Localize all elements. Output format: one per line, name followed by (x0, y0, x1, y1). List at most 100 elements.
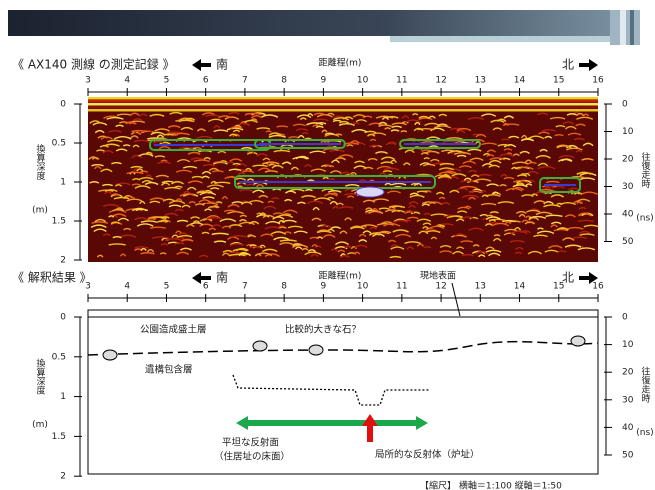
reflection (94, 129, 105, 134)
reflection (384, 182, 392, 186)
reflection (207, 184, 224, 188)
reflection (344, 193, 358, 196)
reflection (429, 158, 440, 162)
reflection (472, 244, 480, 247)
reflection (353, 251, 361, 255)
reflection (392, 229, 409, 233)
stone (308, 344, 324, 356)
reflection (171, 181, 184, 185)
reflection (524, 159, 533, 163)
reflection (108, 209, 127, 214)
x-tick-label: 16 (592, 76, 604, 86)
reflection (160, 219, 169, 223)
reflection (390, 246, 405, 250)
header-decoration (620, 10, 626, 45)
reflection (439, 244, 452, 248)
reflection (329, 178, 336, 181)
reflection (456, 210, 468, 214)
reflection (138, 177, 154, 180)
reflection (492, 238, 502, 242)
reflection (293, 230, 308, 234)
reflection (212, 224, 222, 228)
reflection (460, 240, 473, 243)
reflection (131, 207, 147, 212)
reflection (309, 236, 320, 240)
reflection (511, 166, 518, 170)
reflection (537, 227, 544, 230)
reflection (364, 130, 377, 134)
reflection (243, 119, 258, 123)
reflection (499, 157, 511, 161)
reflection (525, 183, 533, 187)
x-tick-label: 15 (553, 76, 564, 86)
reflection (151, 236, 170, 239)
reflection (557, 250, 567, 253)
reflection (452, 250, 464, 255)
reflection (503, 144, 517, 148)
reflection (556, 227, 569, 231)
fill-boundary (87, 340, 599, 356)
reflection (247, 199, 264, 204)
reflection (572, 236, 587, 240)
reflection (416, 218, 432, 222)
reflection (527, 135, 545, 140)
reflection (297, 134, 305, 139)
reflection (344, 217, 353, 221)
reflection (550, 221, 562, 225)
reflection (132, 178, 141, 181)
reflection (115, 182, 131, 186)
depth-tick-label: 1 (60, 178, 66, 188)
reflection (267, 200, 275, 204)
reflection (272, 216, 285, 220)
reflection (194, 203, 205, 206)
reflection (449, 189, 460, 194)
reflection (130, 165, 143, 169)
reflection (423, 157, 430, 160)
reflection (244, 112, 262, 116)
annotation: 局所的な反射体（炉址） (375, 449, 480, 461)
reflection (139, 170, 149, 173)
reflection (475, 133, 487, 138)
reflection (475, 250, 488, 255)
reflection (330, 226, 342, 230)
reflection (129, 112, 140, 116)
reflection (168, 204, 182, 208)
reflection (332, 119, 342, 123)
x-tick-label: 5 (164, 76, 170, 86)
x-tick-label: 14 (514, 282, 526, 292)
reflection (133, 139, 150, 143)
reflection (324, 132, 335, 136)
reflection (575, 123, 586, 127)
reflection (515, 210, 527, 214)
reflection (403, 162, 411, 166)
reflection (239, 188, 253, 192)
reflection (115, 148, 128, 152)
reflection (140, 252, 155, 255)
reflection (370, 132, 387, 136)
reflection (481, 194, 489, 198)
surface-band (88, 103, 598, 106)
reflection (271, 164, 284, 169)
reflection (408, 201, 419, 205)
reflection (564, 125, 577, 130)
surface-band (88, 97, 598, 100)
x-tick-label: 12 (435, 282, 446, 292)
surface-band (88, 109, 598, 112)
reflection (410, 182, 419, 186)
time-axis-title: 往復走時 (640, 366, 651, 403)
x-tick-label: 6 (203, 76, 209, 86)
reflection (273, 236, 290, 241)
reflection (205, 200, 218, 204)
reflection (533, 234, 548, 238)
reflection (265, 130, 272, 133)
reflection (447, 176, 459, 180)
reflection (149, 226, 166, 229)
reflection (136, 223, 154, 227)
reflection (456, 187, 469, 191)
reflection (232, 248, 248, 252)
reflection (368, 210, 384, 215)
reflection (558, 158, 573, 163)
reflection (467, 148, 482, 152)
x-tick-label: 7 (242, 76, 248, 86)
depth-tick-label: 1.5 (52, 432, 66, 442)
